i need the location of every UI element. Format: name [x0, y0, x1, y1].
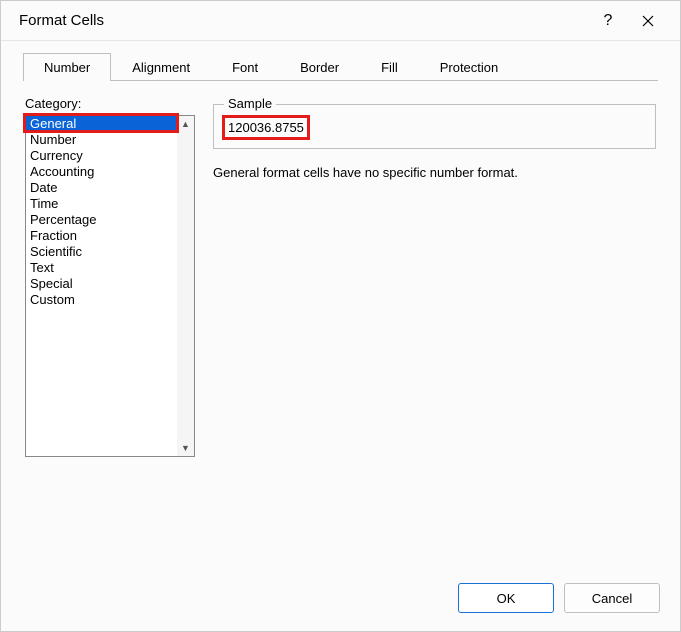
category-item[interactable]: Custom	[26, 292, 194, 308]
category-item[interactable]: Time	[26, 196, 194, 212]
format-cells-dialog: Format Cells ? NumberAlignmentFontBorder…	[0, 0, 681, 632]
category-list[interactable]: GeneralNumberCurrencyAccountingDateTimeP…	[25, 115, 195, 457]
category-item[interactable]: Fraction	[26, 228, 194, 244]
category-label: Category:	[25, 96, 195, 111]
ok-button[interactable]: OK	[458, 583, 554, 613]
cancel-button[interactable]: Cancel	[564, 583, 660, 613]
tab-alignment[interactable]: Alignment	[111, 53, 211, 81]
tab-protection[interactable]: Protection	[419, 53, 520, 81]
dialog-title: Format Cells	[19, 12, 588, 29]
tab-underline	[23, 80, 658, 81]
scroll-down-icon: ▼	[181, 440, 190, 456]
dialog-body: Category: GeneralNumberCurrencyAccountin…	[1, 82, 680, 569]
sample-value: 120036.8755	[226, 119, 306, 136]
tab-strip: NumberAlignmentFontBorderFillProtection	[23, 53, 680, 81]
close-button[interactable]	[628, 1, 668, 41]
format-description: General format cells have no specific nu…	[213, 165, 656, 180]
category-item[interactable]: Currency	[26, 148, 194, 164]
details-column: Sample 120036.8755 General format cells …	[213, 96, 656, 569]
tab-font[interactable]: Font	[211, 53, 279, 81]
category-item[interactable]: Date	[26, 180, 194, 196]
tab-border[interactable]: Border	[279, 53, 360, 81]
sample-label: Sample	[224, 96, 276, 111]
category-column: Category: GeneralNumberCurrencyAccountin…	[25, 96, 195, 569]
category-item[interactable]: Text	[26, 260, 194, 276]
scrollbar[interactable]: ▲ ▼	[177, 116, 194, 456]
category-item[interactable]: Number	[26, 132, 194, 148]
close-icon	[642, 15, 654, 27]
sample-group: Sample 120036.8755	[213, 104, 656, 149]
help-button[interactable]: ?	[588, 1, 628, 41]
category-item[interactable]: Scientific	[26, 244, 194, 260]
category-list-wrap: GeneralNumberCurrencyAccountingDateTimeP…	[25, 115, 195, 457]
dialog-footer: OK Cancel	[1, 569, 680, 631]
tab-fill[interactable]: Fill	[360, 53, 419, 81]
titlebar: Format Cells ?	[1, 1, 680, 41]
category-item[interactable]: General	[26, 116, 194, 132]
tab-number[interactable]: Number	[23, 53, 111, 81]
category-item[interactable]: Percentage	[26, 212, 194, 228]
scroll-up-icon: ▲	[181, 116, 190, 132]
category-item[interactable]: Accounting	[26, 164, 194, 180]
category-item[interactable]: Special	[26, 276, 194, 292]
